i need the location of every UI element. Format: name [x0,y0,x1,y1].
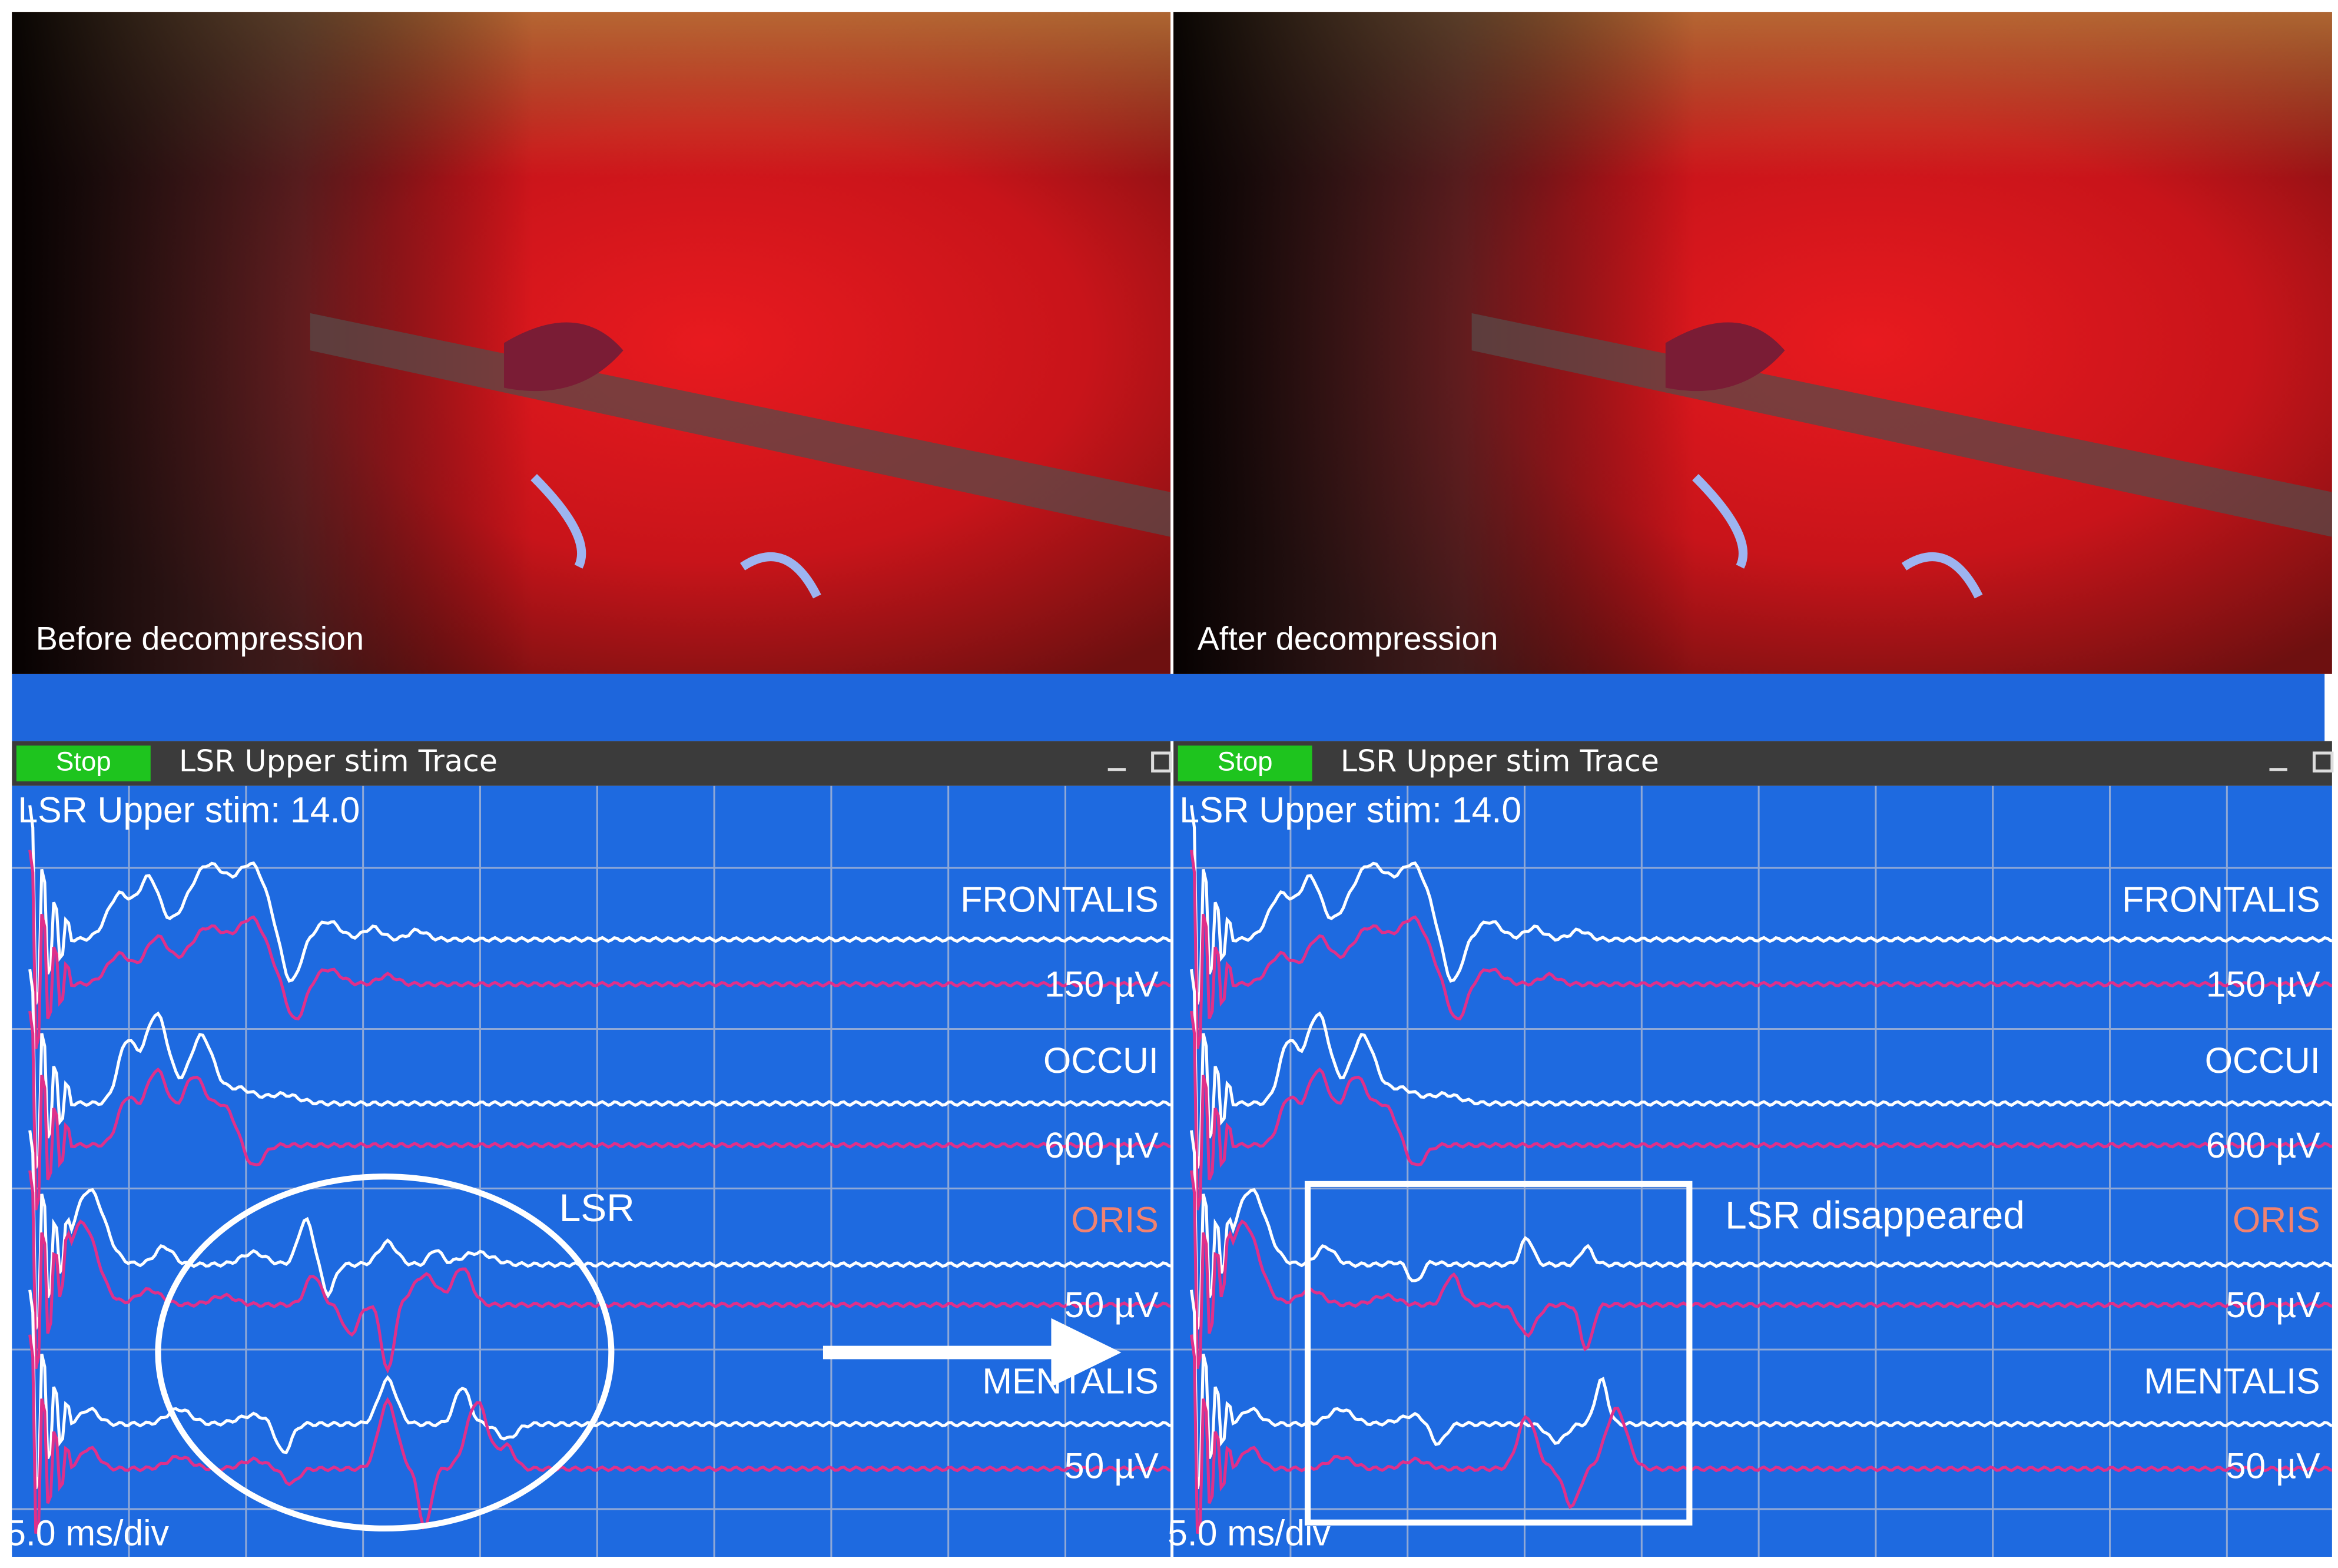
trace-white [28,1130,1171,1330]
lsr-ellipse [155,1173,615,1531]
trace-white [28,1289,1171,1490]
channel-name: ORIS [2233,1200,2320,1240]
maximize-icon[interactable] [2312,751,2334,773]
annotation: LSR [559,1186,635,1229]
photo-caption: After decompression [1198,621,1498,657]
trace-white [1189,1289,2332,1490]
channel-scale: 50 µV [2226,1446,2320,1486]
stop-button[interactable] [1178,745,1312,782]
channel-name: OCCUI [1043,1040,1159,1080]
channel-name: FRONTALIS [960,879,1158,919]
trace-white [1189,1130,2332,1330]
trace-magenta [1189,850,2332,1050]
trace-magenta [28,1334,1171,1534]
photo-caption: Before decompression [36,621,364,657]
annotation: LSR disappeared [1725,1193,2025,1237]
vessel [1665,322,1785,392]
window-title: LSR Upper stim Trace [179,744,498,778]
trace-white [1189,969,2332,1169]
arrow-head [1051,1318,1122,1387]
trace-white [1189,805,2332,1005]
trace-magenta [1189,1010,2332,1211]
timebase: 5.0 ms/div [1168,1513,1331,1553]
channel-name: ORIS [1071,1200,1159,1240]
trace-header: LSR Upper stim: 14.0 [18,790,360,830]
trace-magenta [1189,1170,2332,1370]
channel-scale: 50 µV [1064,1285,1159,1325]
toolbar [1173,741,2332,786]
channel-scale: 600 µV [2206,1125,2320,1165]
trace-white [28,805,1171,1005]
channel-scale: 600 µV [1044,1125,1159,1165]
trace-magenta [28,1010,1171,1211]
lsr-box [1304,1181,1693,1526]
plot-area [1173,785,2332,1557]
stop-button[interactable] [16,745,151,782]
minimize-icon[interactable] [1107,768,1126,771]
channel-name: FRONTALIS [2122,879,2320,919]
channel-scale: 150 µV [1044,964,1159,1005]
window-title: LSR Upper stim Trace [1341,744,1659,778]
vessel [503,322,624,392]
channel-scale: 150 µV [2206,964,2320,1005]
stop-button-label[interactable]: Stop [1218,747,1273,777]
traces [1189,805,2332,1534]
suture [1692,474,1983,599]
maximize-icon[interactable] [1151,751,1172,773]
minimize-icon[interactable] [2269,768,2287,771]
trace-magenta [28,1170,1171,1374]
toolbar [12,741,1171,786]
stop-button-label[interactable]: Stop [56,747,111,777]
traces [28,805,1171,1534]
timebase: 5.0 ms/div [6,1513,170,1553]
trace-header: LSR Upper stim: 14.0 [1179,790,1521,830]
channel-name: OCCUI [2205,1040,2320,1080]
blue-band [12,674,2325,741]
trace-magenta [28,850,1171,1050]
suture [530,474,821,599]
channel-scale: 50 µV [1064,1446,1159,1486]
channel-scale: 50 µV [2226,1285,2320,1325]
trace-magenta [1189,1334,2332,1534]
trace-white [28,969,1171,1169]
channel-name: MENTALIS [2144,1361,2320,1401]
